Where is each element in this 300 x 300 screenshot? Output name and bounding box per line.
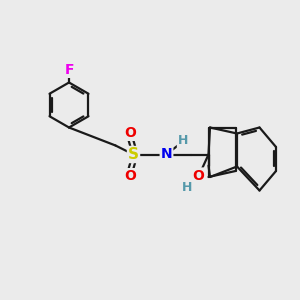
Text: O: O: [124, 126, 136, 140]
Text: S: S: [128, 147, 139, 162]
Text: O: O: [192, 169, 204, 182]
Text: N: N: [161, 148, 172, 161]
Text: H: H: [178, 134, 188, 148]
Text: F: F: [64, 63, 74, 77]
Text: H: H: [182, 181, 193, 194]
Text: O: O: [124, 169, 136, 183]
